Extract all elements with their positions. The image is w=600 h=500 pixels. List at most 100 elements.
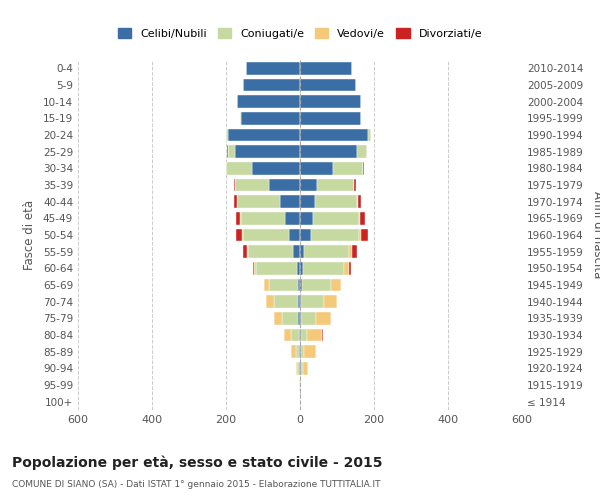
Bar [349, 246, 352, 258]
Bar [253, 262, 254, 274]
Bar [280, 196, 300, 208]
Bar [344, 262, 349, 274]
Bar [298, 312, 300, 324]
Bar [299, 362, 300, 374]
Bar [361, 229, 368, 241]
Bar [300, 146, 358, 158]
Y-axis label: Fasce di età: Fasce di età [23, 200, 36, 270]
Bar [361, 212, 365, 224]
Bar [301, 296, 323, 308]
Bar [266, 296, 274, 308]
Bar [298, 279, 300, 291]
Bar [236, 229, 242, 241]
Bar [228, 128, 300, 141]
Bar [301, 346, 304, 358]
Bar [298, 296, 300, 308]
Bar [269, 179, 300, 191]
Bar [247, 62, 300, 74]
Bar [363, 162, 364, 174]
Bar [300, 196, 315, 208]
Bar [311, 229, 359, 241]
Bar [269, 279, 298, 291]
Bar [313, 212, 359, 224]
Bar [331, 279, 341, 291]
Bar [317, 179, 353, 191]
Bar [285, 212, 300, 224]
Bar [300, 78, 355, 91]
Bar [307, 329, 322, 341]
Bar [292, 329, 299, 341]
Bar [300, 262, 303, 274]
Bar [300, 212, 313, 224]
Bar [301, 312, 316, 324]
Bar [237, 96, 300, 108]
Bar [241, 112, 300, 124]
Bar [300, 246, 304, 258]
Bar [300, 96, 361, 108]
Bar [284, 329, 292, 341]
Bar [274, 296, 298, 308]
Bar [237, 196, 280, 208]
Bar [274, 312, 281, 324]
Bar [293, 246, 300, 258]
Bar [252, 162, 300, 174]
Bar [334, 162, 363, 174]
Bar [300, 128, 368, 141]
Bar [359, 229, 361, 241]
Bar [300, 296, 301, 308]
Bar [300, 62, 352, 74]
Bar [234, 196, 237, 208]
Bar [301, 362, 302, 374]
Bar [242, 229, 289, 241]
Bar [316, 312, 331, 324]
Bar [303, 262, 344, 274]
Bar [299, 346, 300, 358]
Bar [248, 246, 293, 258]
Bar [300, 112, 361, 124]
Bar [302, 362, 308, 374]
Bar [352, 246, 358, 258]
Bar [241, 212, 285, 224]
Text: Popolazione per età, sesso e stato civile - 2015: Popolazione per età, sesso e stato civil… [12, 455, 383, 469]
Bar [323, 296, 337, 308]
Bar [300, 329, 301, 341]
Bar [297, 262, 300, 274]
Bar [315, 196, 358, 208]
Bar [300, 229, 311, 241]
Bar [235, 146, 300, 158]
Bar [242, 78, 300, 91]
Bar [264, 279, 269, 291]
Text: COMUNE DI SIANO (SA) - Dati ISTAT 1° gennaio 2015 - Elaborazione TUTTITALIA.IT: COMUNE DI SIANO (SA) - Dati ISTAT 1° gen… [12, 480, 380, 489]
Bar [228, 146, 235, 158]
Bar [300, 312, 301, 324]
Bar [247, 246, 248, 258]
Bar [349, 262, 351, 274]
Bar [289, 229, 300, 241]
Bar [234, 179, 235, 191]
Bar [296, 362, 298, 374]
Bar [300, 179, 317, 191]
Legend: Celibi/Nubili, Coniugati/e, Vedovi/e, Divorziati/e: Celibi/Nubili, Coniugati/e, Vedovi/e, Di… [113, 24, 487, 43]
Bar [300, 279, 302, 291]
Bar [226, 162, 252, 174]
Bar [301, 329, 307, 341]
Bar [236, 212, 241, 224]
Bar [254, 262, 256, 274]
Bar [359, 212, 361, 224]
Bar [300, 346, 301, 358]
Bar [302, 279, 331, 291]
Bar [304, 246, 349, 258]
Bar [354, 179, 356, 191]
Bar [300, 362, 301, 374]
Bar [242, 246, 247, 258]
Bar [299, 329, 300, 341]
Bar [300, 162, 334, 174]
Bar [281, 312, 298, 324]
Bar [358, 146, 367, 158]
Bar [298, 362, 299, 374]
Bar [256, 262, 297, 274]
Bar [304, 346, 316, 358]
Y-axis label: Anni di nascita: Anni di nascita [590, 192, 600, 278]
Bar [296, 346, 299, 358]
Bar [291, 346, 296, 358]
